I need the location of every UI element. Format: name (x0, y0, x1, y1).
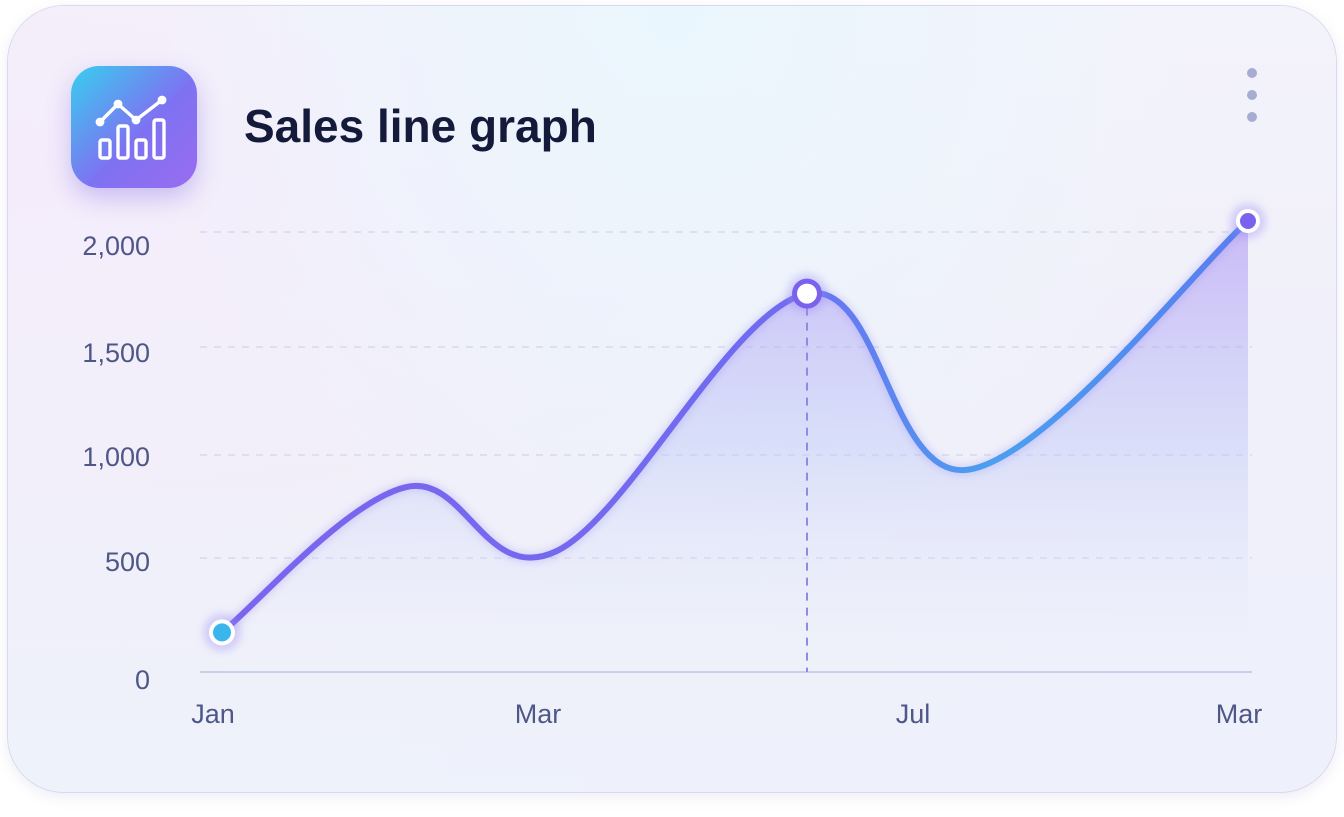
more-vertical-icon-dot (1247, 90, 1257, 100)
data-point-end[interactable] (1240, 213, 1256, 229)
more-vertical-icon-dot (1247, 112, 1257, 122)
y-tick-label: 500 (105, 547, 150, 577)
more-menu-button[interactable] (1238, 68, 1266, 122)
data-point-peak[interactable] (797, 283, 817, 304)
line-chart-icon (95, 95, 167, 160)
app-icon[interactable] (71, 66, 197, 188)
y-tick-label: 2,000 (82, 231, 150, 261)
series-area (222, 221, 1248, 672)
y-tick-label: 0 (135, 665, 150, 695)
data-point-start[interactable] (213, 623, 231, 642)
x-tick-label: Jul (896, 699, 931, 729)
y-tick-label: 1,000 (82, 442, 150, 472)
x-tick-label: Mar (515, 699, 562, 729)
x-tick-label: Mar (1216, 699, 1263, 729)
x-tick-label: Jan (191, 699, 235, 729)
more-vertical-icon (1247, 68, 1257, 78)
y-tick-label: 1,500 (82, 338, 150, 368)
page-title: Sales line graph (244, 100, 597, 152)
series-line (219, 218, 1251, 636)
